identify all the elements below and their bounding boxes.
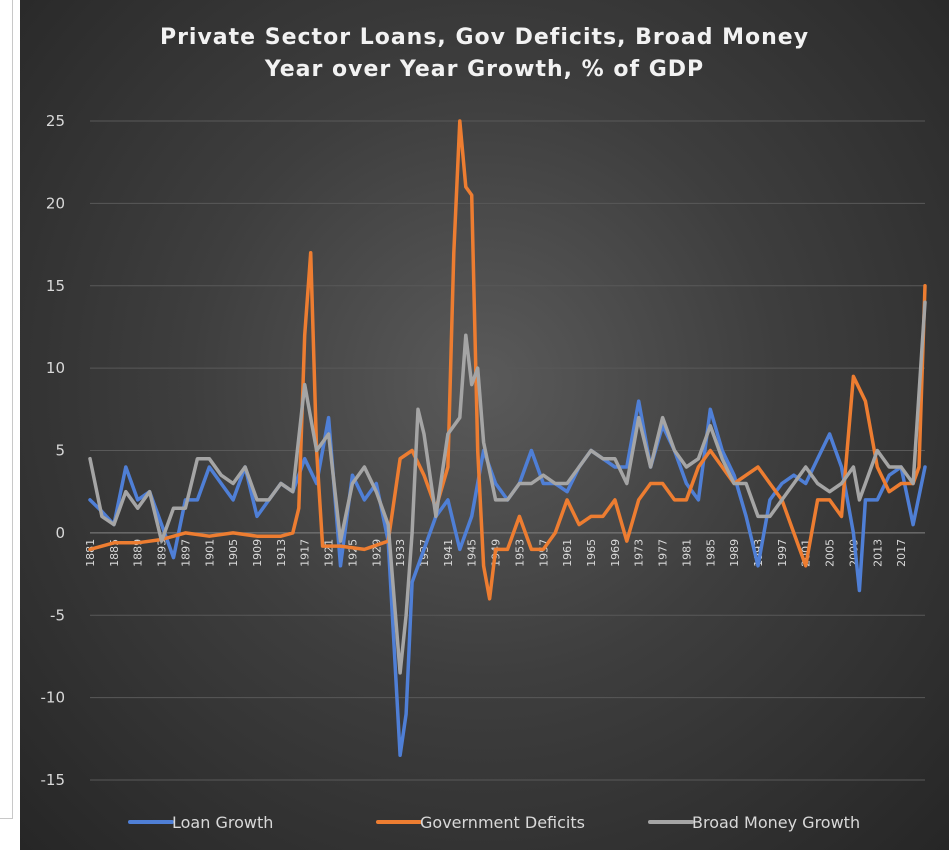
x-tick-label: 1965	[585, 539, 598, 567]
x-tick-label: 1889	[132, 539, 145, 567]
x-tick-label: 1985	[704, 539, 717, 567]
x-tick-label: 1977	[657, 539, 670, 567]
x-tick-label: 1961	[561, 539, 574, 567]
y-tick-label: -5	[50, 606, 65, 624]
x-tick-label: 1905	[227, 539, 240, 567]
y-tick-label: 20	[46, 194, 65, 212]
legend-label: Loan Growth	[172, 813, 273, 832]
legend-label: Government Deficits	[420, 813, 585, 832]
adjacent-panel-edge	[0, 0, 13, 819]
x-tick-label: 1973	[633, 539, 646, 567]
x-tick-label: 1913	[275, 539, 288, 567]
x-tick-label: 1921	[323, 539, 336, 567]
chart-area: Private Sector Loans, Gov Deficits, Broa…	[20, 0, 949, 850]
x-tick-label: 1933	[394, 539, 407, 567]
y-tick-label: 0	[55, 524, 65, 542]
x-tick-label: 1953	[513, 539, 526, 567]
x-tick-label: 1981	[680, 539, 693, 567]
x-tick-label: 1881	[84, 539, 97, 567]
x-tick-label: 1945	[466, 539, 479, 567]
x-tick-label: 1997	[776, 539, 789, 567]
y-tick-label: 5	[55, 442, 65, 460]
x-tick-label: 1901	[203, 539, 216, 567]
x-tick-label: 1893	[156, 539, 169, 567]
series-line	[88, 119, 927, 601]
x-tick-label: 1941	[442, 539, 455, 567]
x-axis: 1881 1885 1889 1893 1897 1901 1905 1909 1913 1917…	[84, 532, 925, 567]
x-tick-label: 2013	[871, 539, 884, 567]
x-tick-label: 2017	[895, 539, 908, 567]
chart-title: Private Sector Loans, Gov Deficits, Broa…	[20, 22, 949, 86]
series-line	[88, 399, 927, 758]
x-tick-label: 1909	[251, 539, 264, 567]
x-tick-label: 1917	[299, 539, 312, 567]
x-tick-label: 1989	[728, 539, 741, 567]
series-line	[88, 300, 927, 675]
x-tick-label: 1925	[346, 539, 359, 567]
y-tick-label: -10	[41, 689, 66, 707]
y-tick-label: -15	[41, 771, 66, 789]
y-tick-label: 25	[46, 112, 65, 130]
legend-label: Broad Money Growth	[692, 813, 860, 832]
gridlines	[90, 120, 925, 781]
y-tick-label: 15	[46, 277, 65, 295]
x-tick-label: 1969	[609, 539, 622, 567]
chart-title-line2: Year over Year Growth, % of GDP	[264, 57, 705, 82]
x-tick-label: 2005	[824, 539, 837, 567]
x-tick-label: 1897	[179, 539, 192, 567]
chart-title-line1: Private Sector Loans, Gov Deficits, Broa…	[159, 25, 810, 50]
y-tick-label: 10	[46, 359, 65, 377]
y-axis: 25 20 15 10 5 0 -5 -10 -15	[41, 112, 66, 789]
legend: Loan Growth Government Deficits Broad Mone…	[128, 813, 860, 832]
series-group	[88, 119, 927, 758]
x-tick-label: 1885	[108, 539, 121, 567]
